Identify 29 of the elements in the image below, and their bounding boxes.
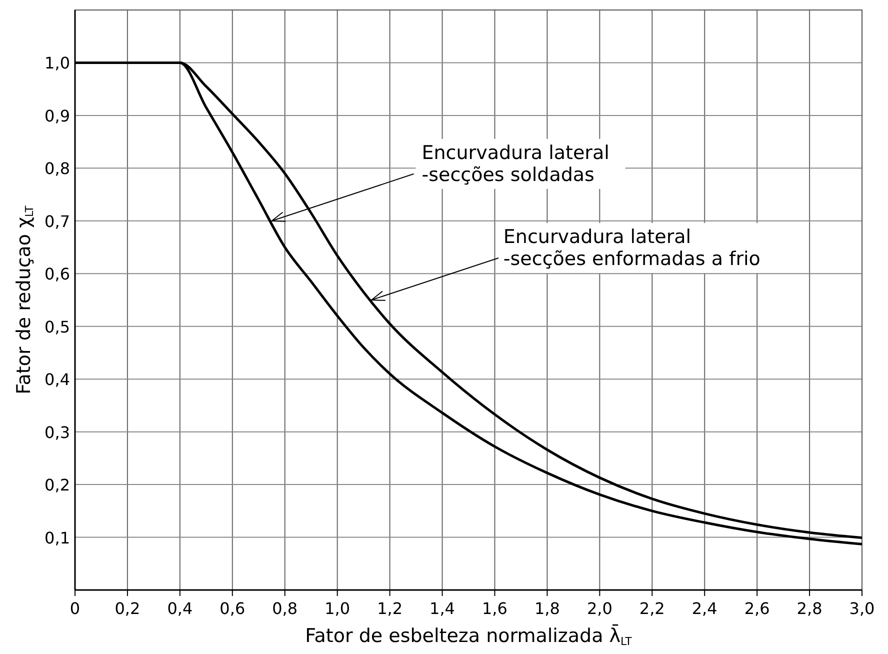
annotation: Encurvadura lateral -secções enformadas a frio: [503, 226, 760, 270]
x-tick-label: 3,0: [849, 599, 875, 618]
x-tick-label: 2,8: [796, 599, 822, 618]
x-tick-label: 1,2: [377, 599, 403, 618]
x-tick-label: 1,4: [430, 599, 455, 618]
y-tick-label: 0,6: [44, 264, 70, 284]
x-tick-label: 0,4: [167, 599, 193, 618]
x-tick-label: 1,6: [482, 599, 508, 618]
x-tick-label: 1,0: [324, 599, 350, 618]
x-tick-label: 0,2: [114, 599, 140, 618]
x-tick-label: 2,4: [692, 599, 718, 618]
x-tick-label: 0,6: [220, 599, 246, 618]
y-tick-label: 0,9: [44, 106, 70, 126]
x-tick-label: 2,0: [586, 599, 612, 618]
y-tick-label: 0,1: [44, 528, 70, 548]
x-tick-label: 1,8: [534, 599, 560, 618]
x-tick-label: 2,6: [744, 599, 770, 618]
y-tick-label: 1,0: [44, 54, 70, 73]
y-tick-label: 0,5: [44, 317, 70, 336]
y-tick-label: 0,8: [44, 159, 70, 178]
x-tick-label: 2,2: [639, 599, 665, 618]
annotation: Encurvadura lateral -secções soldadas: [422, 142, 610, 186]
y-tick-label: 0,4: [44, 370, 70, 390]
y-tick-label: 0,7: [44, 212, 70, 231]
y-tick-label: 0,3: [44, 422, 70, 442]
x-tick-label: 0,8: [272, 599, 298, 618]
y-tick-label: 0,2: [44, 476, 70, 495]
x-axis-title: Fator de esbelteza normalizada λ̄$_{LT}$: [305, 624, 632, 648]
x-tick-label: 0: [70, 599, 80, 618]
